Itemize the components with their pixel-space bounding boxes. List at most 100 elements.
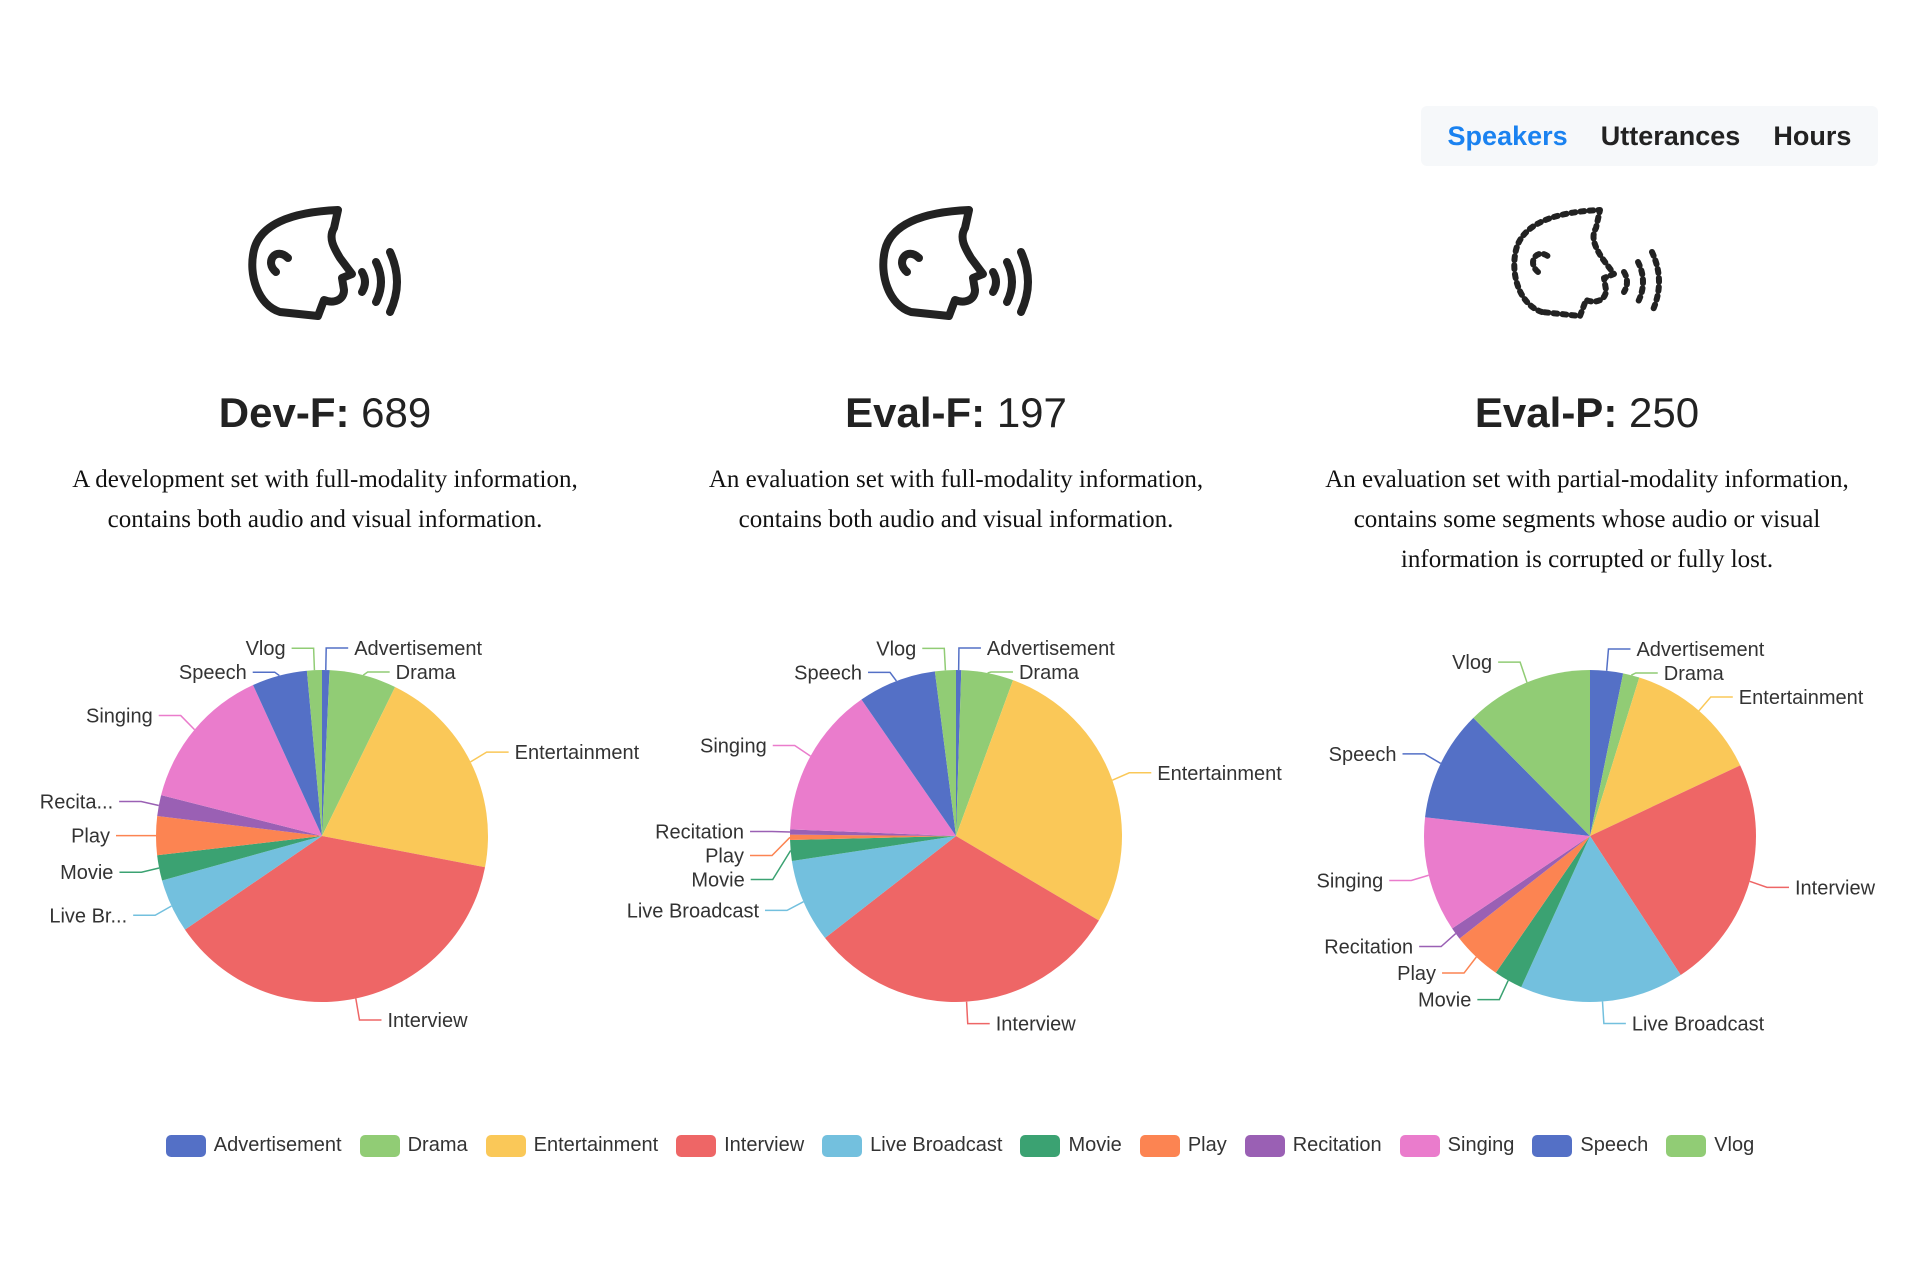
slice-label: Recitation	[1324, 937, 1413, 959]
pie-slice-recitation[interactable]	[157, 795, 322, 836]
pie-slice-drama[interactable]	[956, 670, 1014, 836]
pie-slice-live-broadcast[interactable]	[162, 836, 322, 930]
legend-item-speech[interactable]: Speech	[1532, 1134, 1648, 1157]
legend-item-play[interactable]: Play	[1139, 1134, 1227, 1157]
legend-item-interview[interactable]: Interview	[676, 1134, 804, 1157]
label-line	[1749, 880, 1790, 889]
set-count: 197	[996, 389, 1067, 436]
slice-label: Interview	[1795, 877, 1876, 899]
description-line: A development set with full-modality inf…	[72, 466, 578, 493]
label-line	[133, 905, 172, 917]
label-line	[957, 647, 981, 671]
legend-item-vlog[interactable]: Vlog	[1666, 1134, 1754, 1157]
legend-swatch	[822, 1134, 863, 1157]
speaking-head-icon	[248, 206, 401, 320]
pie-slice-advertisement[interactable]	[322, 670, 330, 836]
legend-item-entertainment[interactable]: Entertainment	[485, 1134, 659, 1157]
legend-item-singing[interactable]: Singing	[1399, 1134, 1515, 1157]
pie-slice-entertainment[interactable]	[1590, 677, 1741, 836]
pie-slice-singing[interactable]	[790, 699, 956, 836]
description-line: contains both audio and visual informati…	[738, 506, 1174, 533]
pie-slice-play[interactable]	[789, 834, 956, 840]
dev-f-column: Dev-F: 689 A development set with full-m…	[15, 200, 635, 540]
pie-slice-interview[interactable]	[825, 836, 1099, 1003]
legend-label: Advertisement	[213, 1134, 342, 1156]
legend-label: Entertainment	[533, 1134, 659, 1156]
label-line	[1601, 1001, 1626, 1025]
pie-slice-advertisement[interactable]	[956, 670, 962, 836]
pie-slice-singing[interactable]	[1424, 817, 1590, 929]
slice-label: Advertisement	[354, 638, 482, 660]
pie-slice-singing[interactable]	[161, 685, 322, 836]
speaking-head-icon	[879, 206, 1032, 320]
set-name: Eval-P:	[1474, 389, 1618, 436]
label-line	[291, 647, 316, 671]
tab-speakers[interactable]: Speakers	[1447, 120, 1568, 151]
label-line	[868, 671, 898, 682]
pie-slice-movie[interactable]	[790, 836, 956, 862]
slice-label: Entertainment	[1739, 687, 1864, 709]
legend-item-drama[interactable]: Drama	[359, 1134, 468, 1157]
pie-slice-movie[interactable]	[1495, 836, 1590, 988]
pie-slice-speech[interactable]	[1425, 717, 1590, 836]
legend-swatch	[485, 1134, 526, 1157]
pie-slice-recitation[interactable]	[1452, 836, 1590, 939]
pie-slice-live-broadcast[interactable]	[791, 836, 956, 939]
label-line	[1698, 696, 1733, 712]
pie-slice-recitation[interactable]	[790, 829, 956, 836]
pie-slice-vlog[interactable]	[934, 670, 956, 836]
pie-slice-play[interactable]	[1459, 836, 1590, 973]
pie-slice-play[interactable]	[155, 815, 322, 856]
slice-label: Recita...	[40, 791, 113, 813]
legend-label: Interview	[724, 1134, 805, 1156]
eval-p-column: Eval-P: 250 An evaluation set with parti…	[1277, 200, 1897, 580]
pie-slice-live-broadcast[interactable]	[1521, 836, 1681, 1002]
legend-swatch	[359, 1134, 400, 1157]
pie-slice-drama[interactable]	[1590, 673, 1640, 836]
legend-swatch	[1666, 1134, 1707, 1157]
pie-slice-interview[interactable]	[184, 836, 486, 1002]
description-line: contains some segments whose audio or vi…	[1353, 506, 1821, 533]
pie-slice-vlog[interactable]	[306, 670, 322, 836]
pie-slice-entertainment[interactable]	[322, 686, 488, 868]
tab-utterances[interactable]: Utterances	[1600, 120, 1741, 151]
legend-item-live-broadcast[interactable]: Live Broadcast	[822, 1134, 1002, 1157]
label-line	[750, 850, 792, 881]
slice-label: Vlog	[246, 638, 286, 660]
pie-slice-entertainment[interactable]	[956, 680, 1123, 921]
slice-label: Live Broadcast	[627, 900, 760, 922]
pie-slice-vlog[interactable]	[1473, 670, 1590, 836]
legend-swatch	[676, 1134, 717, 1157]
eval-f-column: Eval-F: 197 An evaluation set with full-…	[646, 200, 1266, 540]
label-line	[772, 744, 811, 757]
pie-slice-drama[interactable]	[322, 670, 396, 836]
pie-slice-movie[interactable]	[157, 836, 322, 881]
legend-item-advertisement[interactable]: Advertisement	[165, 1134, 342, 1157]
slice-label: Play	[71, 826, 110, 848]
label-line	[1605, 648, 1631, 671]
legend-item-recitation[interactable]: Recitation	[1244, 1134, 1382, 1157]
pie-slice-speech[interactable]	[861, 671, 956, 836]
slice-label: Live Broadcast	[1632, 1013, 1765, 1035]
legend-swatch	[1244, 1134, 1285, 1157]
label-line	[965, 1001, 990, 1025]
label-line	[987, 671, 1013, 674]
pie-slice-speech[interactable]	[253, 670, 322, 836]
pie-slice-interview[interactable]	[1590, 765, 1756, 976]
slice-label: Speech	[1329, 744, 1397, 766]
pie-slice-advertisement[interactable]	[1590, 670, 1624, 836]
tab-hours[interactable]: Hours	[1773, 120, 1852, 151]
legend-item-movie[interactable]: Movie	[1020, 1134, 1122, 1157]
label-line	[750, 836, 791, 857]
legend-swatch	[1020, 1134, 1061, 1157]
label-line	[922, 647, 947, 671]
set-count: 689	[361, 389, 432, 436]
slice-label: Vlog	[1452, 652, 1492, 674]
legend-swatch	[1139, 1134, 1180, 1157]
legend-label: Movie	[1068, 1134, 1122, 1156]
set-description: A development set with full-modality inf…	[15, 460, 635, 540]
slice-label: Speech	[794, 662, 862, 684]
legend-label: Singing	[1447, 1134, 1515, 1156]
set-name: Dev-F:	[218, 389, 350, 436]
